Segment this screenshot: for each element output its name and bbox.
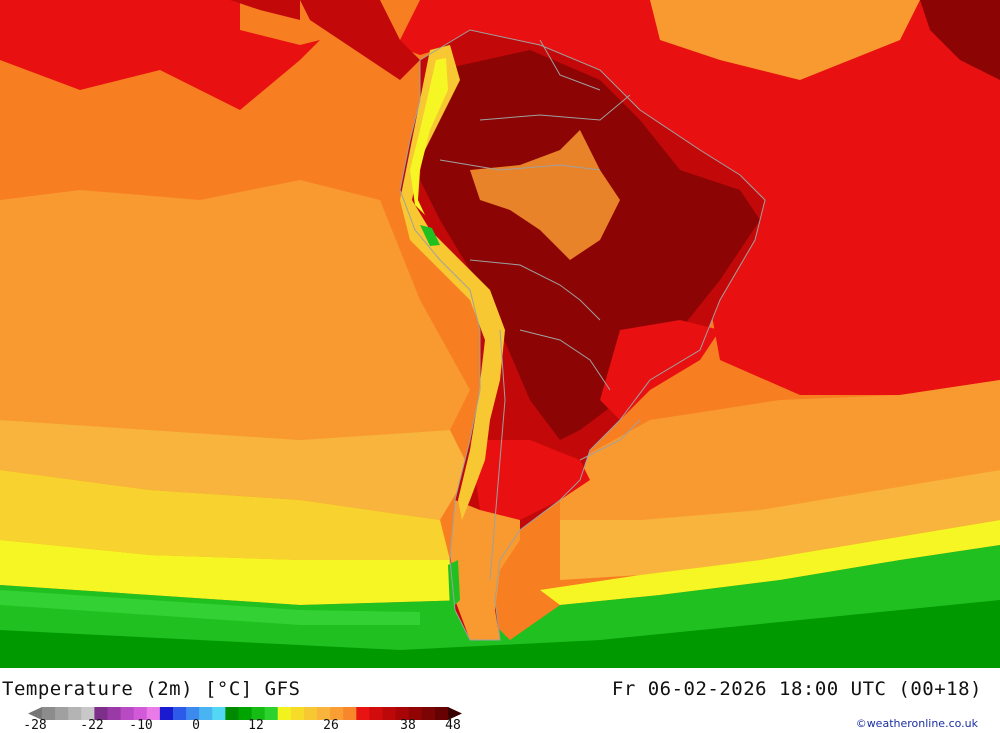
legend-swatch (356, 707, 370, 720)
legend-tick-label: 48 (445, 718, 461, 733)
legend-swatch (94, 707, 108, 720)
band-orange-atlantic-top (650, 0, 920, 80)
legend-swatch (303, 707, 318, 720)
legend-swatch (290, 707, 305, 720)
legend-swatch (68, 707, 82, 720)
legend-swatch (133, 707, 148, 720)
legend-tick-label: -22 (80, 718, 104, 733)
legend-swatch (55, 707, 69, 720)
legend-arrow-right (448, 707, 462, 720)
band-red-north (0, 0, 1000, 395)
legend-swatch (330, 707, 344, 720)
credit-link[interactable]: ©weatheronline.co.uk (855, 717, 978, 730)
legend-swatch (146, 707, 161, 720)
legend-swatch (120, 707, 135, 720)
legend-tick-label: -10 (129, 718, 153, 733)
legend-swatch (199, 707, 213, 720)
band-yellow (0, 540, 470, 605)
region-orange-central-brazil (470, 130, 620, 260)
central-america (300, 0, 420, 80)
legend-swatch (81, 707, 95, 720)
band-light-orange-south-atlantic (560, 470, 1000, 580)
region-andes-yellow (400, 45, 505, 520)
legend-tick-label: 26 (323, 718, 339, 733)
band-light-orange (0, 420, 470, 520)
temperature-map (0, 0, 1000, 668)
legend-swatch (42, 707, 56, 720)
band-yellow-east (540, 520, 1000, 605)
legend-swatch (172, 707, 187, 720)
legend-tick-label: -28 (23, 718, 47, 733)
legend-swatch (212, 707, 226, 720)
legend-swatch (369, 707, 384, 720)
north-africa-corner (920, 0, 1000, 80)
legend-swatch (434, 707, 449, 720)
legend-swatch (238, 707, 253, 720)
legend-swatch (277, 707, 292, 720)
legend-tick-label: 38 (400, 718, 416, 733)
legend-arrow-left (28, 707, 42, 720)
legend-swatch (107, 707, 122, 720)
mexico-south (230, 0, 300, 20)
region-orange-patagonia (450, 500, 520, 640)
legend-swatch (408, 707, 423, 720)
legend-swatch (317, 707, 331, 720)
band-yellow-orange (0, 470, 450, 560)
legend-swatch (251, 707, 266, 720)
legend-swatch (264, 707, 279, 720)
region-andes-light (410, 58, 448, 215)
legend-swatch (395, 707, 410, 720)
legend-swatch (225, 707, 239, 720)
legend-tick-label: 12 (248, 718, 264, 733)
legend-tick-label: 0 (192, 718, 200, 733)
band-green-dark (0, 600, 1000, 668)
country-borders (399, 29, 766, 641)
color-legend (28, 707, 462, 720)
legend-swatch (186, 707, 200, 720)
region-red-southern-brazil (600, 320, 720, 420)
region-andes-green-spot (420, 225, 440, 246)
legend-swatch (382, 707, 397, 720)
map-title: Temperature (2m) [°C] GFS (2, 678, 301, 700)
legend-swatch (421, 707, 436, 720)
valid-time: Fr 06-02-2026 18:00 UTC (00+18) (611, 678, 982, 700)
band-orange-south-atlantic (560, 380, 1000, 520)
band-orange-pacific (0, 180, 470, 440)
legend-swatch (159, 707, 174, 720)
legend-swatch (343, 707, 357, 720)
band-green-light (0, 590, 420, 625)
